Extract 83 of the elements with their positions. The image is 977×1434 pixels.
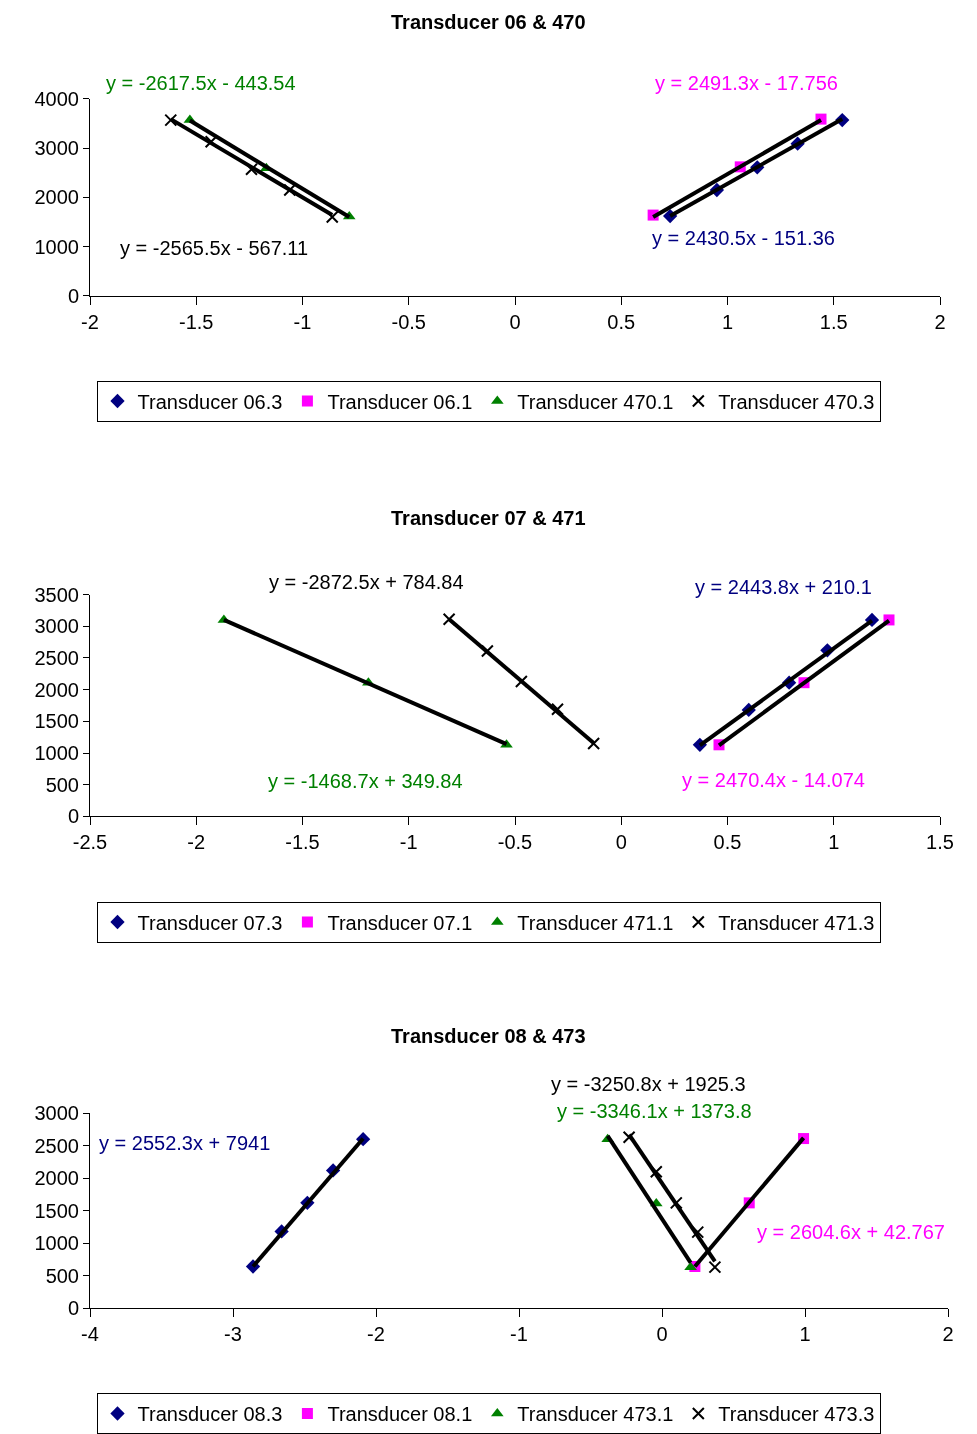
x-tick-label: 0 [509,310,521,333]
legend-label: Transducer 471.1 [517,911,674,934]
legend-label: Transducer 07.3 [137,911,283,934]
x-tick-label: -2 [367,1323,385,1346]
text: y = -2872.5x + 784.84 [269,571,464,593]
point [245,162,258,176]
point [551,702,564,716]
point [587,737,601,751]
x-tick-label: -2 [187,831,206,854]
x-tick-label: 1 [799,1323,811,1346]
x-tick-label: 0 [656,1323,668,1346]
annotation: y = 2443.8x + 210.1 [695,576,872,598]
x-tick-label: 2 [934,310,946,333]
x-tick-label: 1.5 [926,831,954,854]
annotation: y = -2565.5x - 567.11 [120,237,309,259]
y-tick-label: 1000 [34,742,79,765]
x-tick-label: 1.5 [819,310,848,333]
x-tick-label: -3 [224,1323,242,1346]
point [649,1165,663,1179]
chart-title: Transducer 08 & 473 [391,1025,586,1047]
legend-label: Transducer 08.3 [137,1403,283,1426]
x-tick-label: 1 [828,831,840,854]
legend-label: Transducer 06.1 [327,390,473,413]
x-tick-label: -4 [81,1323,99,1346]
legend-label: Transducer 470.1 [517,390,674,413]
x-tick-label: -0.5 [497,831,533,854]
point [164,113,178,127]
x-tick-label: -0.5 [391,310,426,333]
y-tick-label: 2000 [34,678,79,701]
point [442,612,456,626]
legend-label: Transducer 08.1 [327,1403,473,1426]
legend-label: Transducer 06.3 [137,390,283,413]
y-tick-label: 4000 [34,87,79,110]
x-tick-label: 0 [615,831,627,854]
y-tick-label: 500 [45,1264,79,1287]
x-tick-label: -1 [399,831,418,854]
legend-label: Transducer 470.3 [718,390,875,413]
chart-title: Transducer 06 & 470 [391,11,586,33]
y-tick-label: 0 [67,1297,79,1320]
text: y = -2617.5x - 443.54 [106,72,296,94]
x-tick-label: -2.5 [72,831,108,854]
legend-label: Transducer 07.1 [327,911,473,934]
y-tick-label: 3000 [34,137,79,160]
y-tick-label: 0 [67,805,79,828]
y-tick-label: 1500 [34,1199,79,1222]
annotation: y = 2430.5x - 151.36 [652,227,835,249]
point [325,210,339,224]
legend-label: Transducer 473.3 [718,1403,875,1426]
y-tick-label: 2500 [34,646,79,669]
point [691,1225,705,1239]
y-tick-label: 3000 [34,1102,79,1125]
annotation: y = 2552.3x + 7941 [99,1132,271,1154]
x-tick-label: 1 [721,310,734,333]
x-tick-label: 2 [942,1323,954,1346]
annotation: y = -1468.7x + 349.84 [268,770,463,792]
y-tick-label: 3000 [34,615,79,638]
y-tick-label: 0 [67,284,79,307]
y-tick-label: 3500 [34,583,79,606]
point [622,1130,636,1144]
text: y = 2491.3x - 17.756 [655,72,838,94]
x-tick-label: -1.5 [285,831,320,854]
y-tick-label: 2000 [34,186,79,209]
annotation: y = 2470.4x - 14.074 [682,769,865,791]
y-tick-label: 500 [45,773,79,796]
x-tick-label: -2 [81,310,99,333]
point [708,1260,722,1274]
chart-title: Transducer 07 & 471 [391,507,586,529]
y-tick-label: 1000 [34,235,79,258]
legend-label: Transducer 471.3 [718,911,875,934]
point [204,135,218,149]
y-tick-label: 1000 [34,1232,79,1255]
y-tick-label: 2000 [34,1167,79,1190]
annotation: y = 2604.6x + 42.767 [757,1221,945,1243]
x-tick-label: -1 [510,1323,528,1346]
x-tick-label: -1.5 [179,310,214,333]
x-tick-label: -1 [293,310,312,333]
y-tick-label: 2500 [34,1134,79,1157]
legend-label: Transducer 473.1 [517,1403,674,1426]
x-tick-label: 0.5 [713,831,742,854]
y-tick-label: 1500 [34,710,79,733]
annotation: y = -3346.1x + 1373.8 [557,1100,752,1122]
text: y = -3250.8x + 1925.3 [551,1073,746,1095]
x-tick-label: 0.5 [607,310,636,333]
